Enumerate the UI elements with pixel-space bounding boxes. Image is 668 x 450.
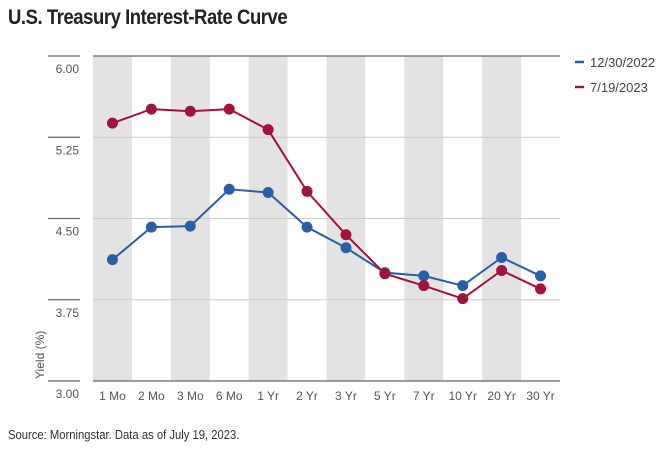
data-point xyxy=(418,270,430,282)
x-tick-label: 20 Yr xyxy=(487,389,515,403)
data-point xyxy=(301,185,313,197)
data-point xyxy=(340,242,352,254)
y-tick-label: 4.50 xyxy=(56,225,80,239)
y-tick-label: 3.00 xyxy=(56,387,80,401)
data-point xyxy=(106,117,118,129)
data-point xyxy=(457,280,469,292)
data-point xyxy=(184,105,196,117)
data-point xyxy=(457,293,469,305)
series-7-19-2023 xyxy=(106,103,547,305)
legend-label: 7/19/2023 xyxy=(590,80,648,95)
x-tick-label: 1 Mo xyxy=(99,389,126,403)
data-point xyxy=(223,103,235,115)
data-point xyxy=(145,221,157,233)
y-tick-label: 5.25 xyxy=(56,143,80,157)
data-point xyxy=(301,221,313,233)
data-point xyxy=(535,283,547,295)
x-tick-label: 3 Yr xyxy=(335,389,357,403)
x-tick-label: 5 Yr xyxy=(374,389,396,403)
x-tick-label: 2 Yr xyxy=(296,389,318,403)
x-tick-label: 6 Mo xyxy=(216,389,243,403)
x-tick-label: 3 Mo xyxy=(177,389,204,403)
data-point xyxy=(223,183,235,195)
data-point xyxy=(379,268,391,280)
y-tick-label: 3.75 xyxy=(56,306,80,320)
data-point xyxy=(262,124,274,136)
x-tick-label: 10 Yr xyxy=(448,389,476,403)
y-tick-label: 6.00 xyxy=(56,62,80,76)
data-point xyxy=(496,265,508,276)
data-point xyxy=(535,270,547,282)
data-point xyxy=(184,220,196,232)
x-tick-label: 2 Mo xyxy=(138,389,165,403)
data-point xyxy=(262,187,274,198)
data-point xyxy=(340,229,352,241)
x-tick-label: 30 Yr xyxy=(526,389,554,403)
data-point xyxy=(496,252,508,263)
data-point xyxy=(106,254,118,266)
source-note: Source: Morningstar. Data as of July 19,… xyxy=(8,428,240,442)
data-point xyxy=(418,280,430,292)
series-line xyxy=(111,188,541,287)
chart-title: U.S. Treasury Interest-Rate Curve xyxy=(8,6,288,29)
y-axis-label: Yield (%) xyxy=(33,331,47,379)
series-line xyxy=(112,108,541,300)
x-tick-label: 1 Yr xyxy=(257,389,279,403)
series-12-30-2022 xyxy=(106,183,547,292)
x-tick-label: 7 Yr xyxy=(413,389,435,403)
data-point xyxy=(145,103,157,115)
legend-label: 12/30/2022 xyxy=(590,55,655,70)
